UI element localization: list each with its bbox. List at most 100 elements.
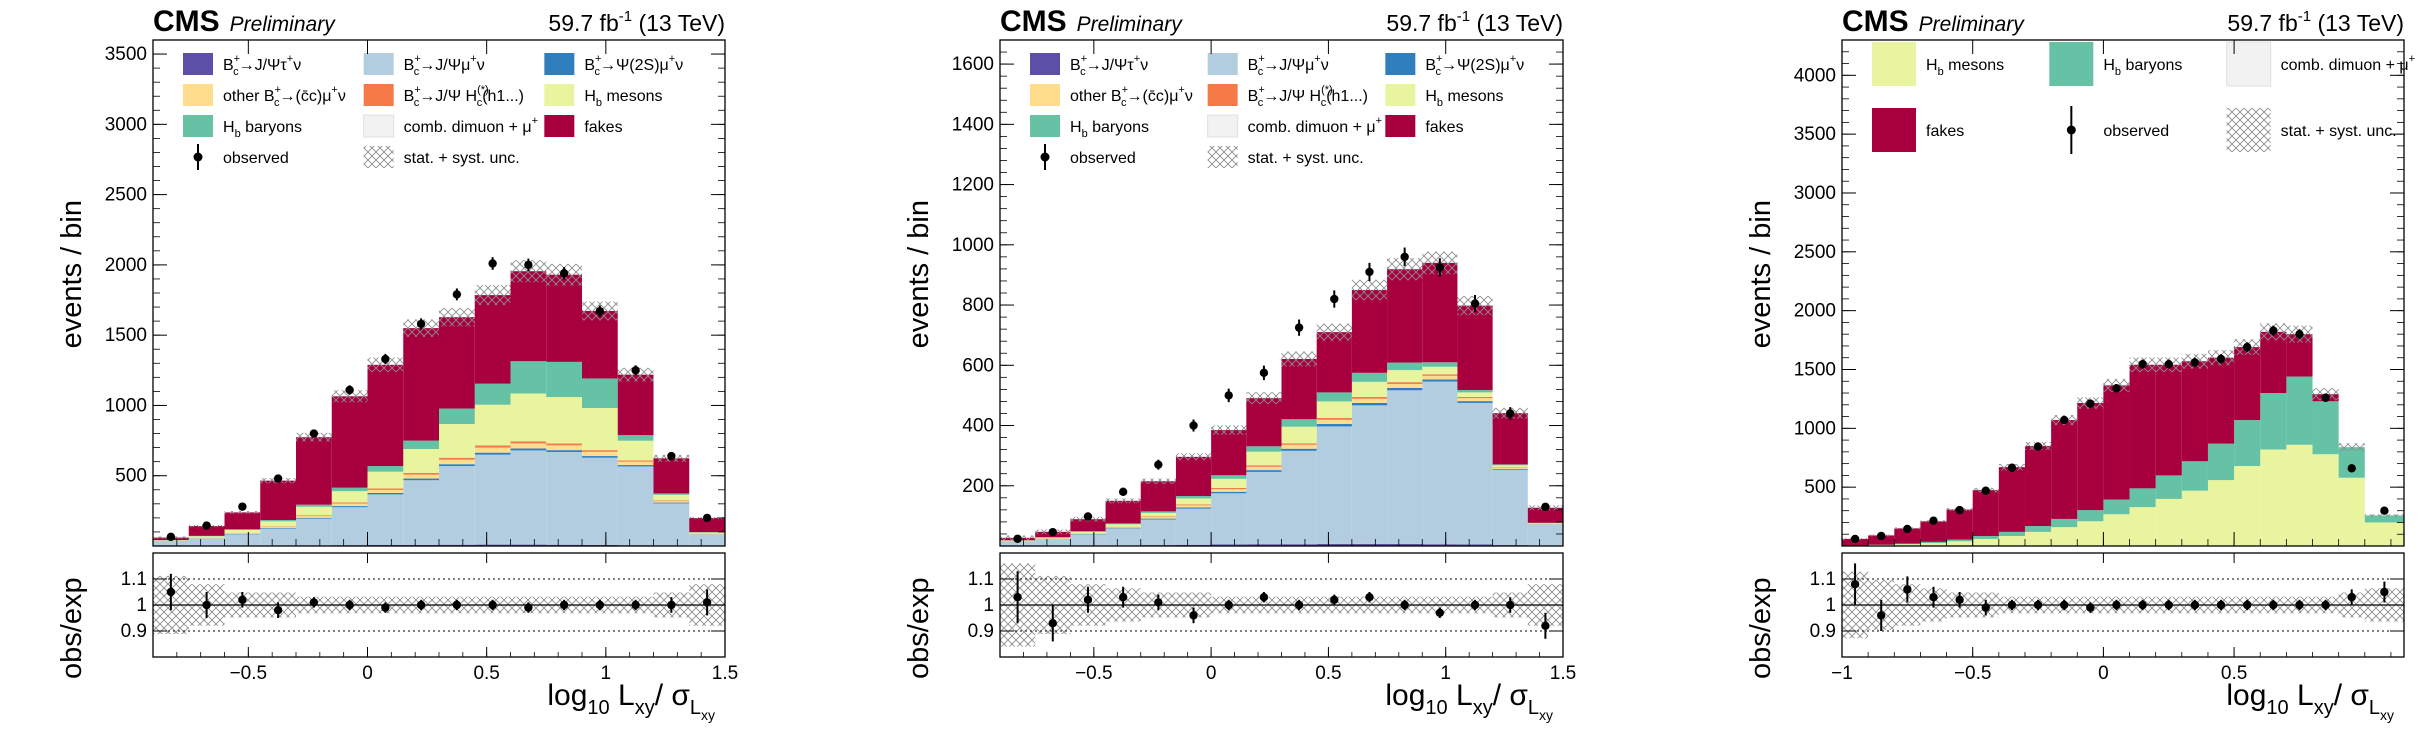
x-axis-title: log10 Lxy/ σLxy: [1385, 679, 1553, 723]
y-tick-label: 1000: [1794, 418, 1836, 439]
legend-swatch: [1385, 53, 1416, 75]
observed-point: [1903, 524, 1912, 534]
observed-point: [1541, 502, 1550, 512]
bar-bc-jpsi-mu: [510, 450, 547, 545]
ratio-panel: 0.9 1 1.1 obs/exp: [1745, 552, 2405, 679]
x-tick-label: −1: [1831, 663, 1853, 684]
observed-point: [452, 290, 462, 299]
x-tick-label: 0: [1206, 663, 1217, 684]
observed-point: [1259, 368, 1269, 378]
bar-hb-baryons: [224, 529, 261, 530]
bar-hb-mesons: [1527, 523, 1563, 524]
bar-bc-jpsi-tau: [510, 544, 547, 546]
bar-hb-baryons: [1422, 362, 1458, 367]
legend-label: B+ c→J/Ψ H(*) c(h1...): [1248, 84, 1368, 109]
bar-fakes: [510, 271, 547, 362]
bar-bc-other-cc: [1387, 383, 1423, 388]
bar-fakes: [2024, 445, 2052, 526]
y-axis-title: events / bin: [1745, 200, 1777, 348]
legend-entry: Hb mesons: [544, 84, 662, 109]
bar-hb-mesons: [1894, 544, 1921, 546]
cms-label: CMS Preliminary: [153, 5, 336, 38]
bar-bc-psi2s-mu: [1351, 402, 1388, 406]
bar-hb-baryons: [1105, 523, 1141, 525]
observed-point: [2086, 399, 2095, 408]
observed-point: [1365, 267, 1374, 277]
bar-hb-baryons: [1946, 539, 1973, 542]
bar-bc-jpsi-mu: [188, 538, 225, 546]
bar-fakes: [582, 310, 618, 379]
legend-entry: Hb baryons: [2049, 42, 2182, 86]
ratio-point: [2059, 600, 2069, 610]
bar-hb-mesons: [1211, 478, 1247, 488]
legend-entry: fakes: [1385, 115, 1464, 137]
bar-hb-baryons: [617, 435, 654, 441]
observed-point: [1083, 512, 1093, 521]
ratio-point: [1154, 598, 1163, 607]
ratio-point: [2033, 600, 2043, 610]
bar-fakes: [331, 396, 368, 488]
observed-point: [559, 269, 569, 278]
legend-entry: fakes: [1872, 108, 1964, 152]
bar-bc-psi2s-mu: [582, 456, 618, 458]
bar-bc-jpsi-hc: [1351, 396, 1388, 399]
uncertainty-hatch: [474, 285, 511, 306]
bar-bc-jpsi-mu: [617, 466, 654, 546]
bar-fakes: [2260, 331, 2287, 394]
y-tick-label: 1200: [952, 175, 994, 196]
ratio-point: [452, 600, 462, 610]
x-tick-label: 0: [2098, 663, 2109, 684]
ratio-panel: 0.9 1 1.1 obs/exp: [903, 552, 1564, 679]
observed-point: [1506, 409, 1515, 418]
bar-fakes: [1211, 430, 1247, 476]
observed-points: [166, 257, 712, 542]
bar-bc-jpsi-mu: [1105, 528, 1141, 546]
bar-bc-psi2s-mu: [474, 452, 511, 455]
x-tick-label: 1.5: [712, 663, 738, 684]
y-tick-label: 1000: [105, 395, 147, 416]
bar-bc-jpsi-tau: [1422, 544, 1458, 546]
bar-hb-mesons: [2024, 531, 2052, 546]
bar-hb-baryons: [2312, 401, 2339, 455]
bar-bc-psi2s-mu: [1281, 448, 1317, 451]
bar-bc-other-cc: [510, 443, 547, 449]
observed-point: [1400, 252, 1409, 262]
legend-swatch: [544, 115, 575, 137]
legend-entry: stat. + syst. unc.: [1207, 146, 1364, 168]
bar-hb-baryons: [439, 408, 475, 424]
uncertainty-hatch: [1316, 323, 1352, 341]
bar-bc-other-cc: [1457, 398, 1493, 402]
ratio-point: [1294, 600, 1304, 610]
observed-point: [1154, 460, 1163, 469]
y-tick-label: 2500: [105, 185, 147, 206]
y-axis-title: events / bin: [903, 200, 935, 348]
observed-point: [2164, 359, 2173, 369]
bar-hb-mesons: [1070, 531, 1106, 534]
bar-bc-jpsi-hc: [439, 457, 475, 460]
bar-fakes: [2155, 364, 2182, 476]
bar-hb-baryons: [1316, 392, 1352, 402]
bar-fakes: [474, 295, 511, 384]
bar-bc-jpsi-mu: [546, 451, 582, 545]
series-hb-baryons: [1000, 362, 1563, 541]
bar-bc-psi2s-mu: [1387, 387, 1423, 391]
ratio-y-axis-title: obs/exp: [56, 577, 88, 679]
bar-hb-baryons: [1972, 535, 1999, 539]
uncertainty-hatch: [1351, 279, 1388, 301]
legend-label: B+ c→J/Ψτ+ν: [223, 53, 301, 78]
bar-hb-baryons: [403, 440, 439, 450]
y-tick-label: 500: [1804, 477, 1836, 498]
ratio-point: [488, 600, 497, 610]
panel-3: 500 1000 1500 2000 2500 3000 3500 4000 events / …: [1745, 5, 2415, 723]
bar-hb-mesons: [1422, 366, 1458, 375]
observed-points: [1013, 247, 1550, 543]
observed-point: [1850, 534, 1860, 544]
bar-bc-jpsi-mu: [653, 503, 690, 546]
bar-fakes: [617, 374, 654, 436]
series-hb-baryons: [1842, 376, 2404, 546]
bar-fakes: [188, 526, 225, 536]
observed-point: [631, 366, 640, 375]
bar-hb-baryons: [2207, 443, 2235, 481]
legend-label: B+ c→J/Ψτ+ν: [1070, 53, 1148, 78]
